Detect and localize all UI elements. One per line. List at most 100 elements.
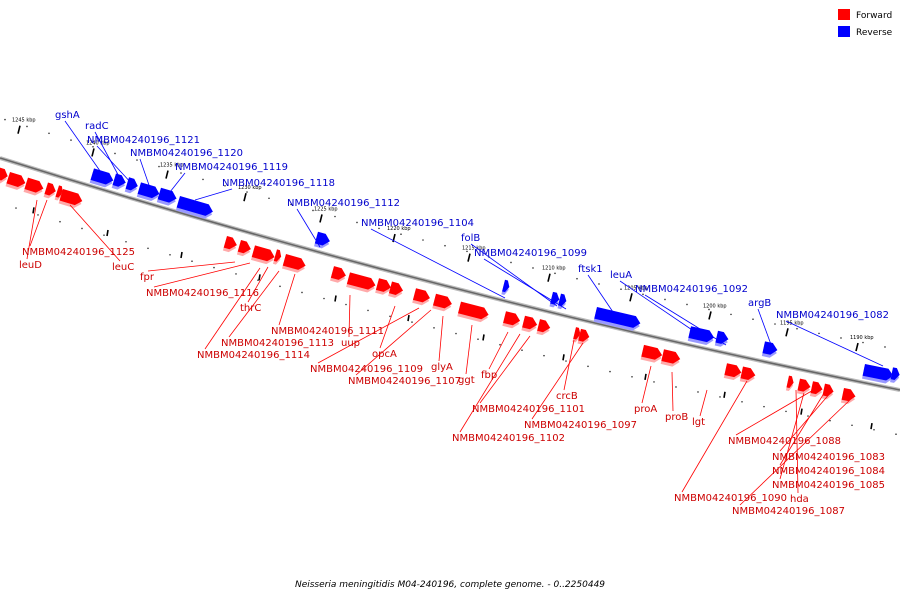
forward-gene <box>272 249 282 265</box>
legend-forward-label: Forward <box>856 11 892 21</box>
forward-gene <box>521 315 538 333</box>
forward-gene-label: NMBM04240196_1085 <box>772 480 885 491</box>
reverse-gene-label: NMBM04240196_1112 <box>287 198 400 209</box>
forward-gene-label: proB <box>665 412 688 423</box>
tick-label: 1230 kbp <box>238 185 262 191</box>
forward-gene <box>796 378 811 395</box>
genome-caption: Neisseria meningitidis M04-240196, compl… <box>295 580 605 590</box>
forward-gene <box>58 188 83 209</box>
forward-gene <box>809 381 823 398</box>
reverse-gene-label: radC <box>85 121 109 132</box>
forward-gene <box>43 182 56 199</box>
tick-mark <box>17 125 21 134</box>
reverse-gene-label: NMBM04240196_1118 <box>222 178 335 189</box>
forward-gene-label: fbp <box>481 370 497 381</box>
reverse-gene-label: NMBM04240196_1092 <box>635 284 748 295</box>
forward-gene-label: NMBM04240196_1109 <box>310 364 423 375</box>
genes <box>0 167 900 405</box>
tick-label: 1245 kbp <box>12 118 36 124</box>
reverse-gene-label: NMBM04240196_1120 <box>130 148 243 159</box>
tick-label: 1205 kbp <box>624 285 648 291</box>
forward-gene-label: NMBM04240196_1107 <box>348 376 461 387</box>
tick-mark <box>165 170 169 179</box>
forward-gene <box>536 319 551 336</box>
tick-mark <box>334 295 337 302</box>
forward-gene <box>23 177 44 196</box>
forward-gene <box>432 293 452 312</box>
forward-gene-label: NMBM04240196_1114 <box>197 350 310 361</box>
forward-gene <box>785 375 794 391</box>
tick-mark <box>562 354 565 361</box>
forward-gene <box>54 185 63 201</box>
forward-gene <box>640 344 663 363</box>
tick-label: 1215 kbp <box>462 246 486 252</box>
reverse-gene <box>862 363 894 384</box>
forward-gene-label: NMBM04240196_1087 <box>732 506 845 517</box>
reverse-gene <box>501 279 510 296</box>
tick-mark <box>407 314 410 322</box>
forward-gene <box>0 167 8 184</box>
forward-gene <box>388 281 404 298</box>
tick-mark <box>467 253 471 262</box>
reverse-gene-label: ftsk1 <box>578 264 603 275</box>
forward-gene-label: NMBM04240196_1111 <box>271 326 384 337</box>
forward-gene-label: NMBM04240196_1088 <box>728 436 841 447</box>
tick-mark <box>319 214 323 223</box>
tick-mark <box>723 391 726 398</box>
reverse-gene-label: NMBM04240196_1121 <box>87 135 200 146</box>
label-leaders <box>26 120 884 506</box>
forward-gene-label: uup <box>341 338 360 349</box>
forward-gene-label: NMBM04240196_1097 <box>524 420 637 431</box>
forward-gene <box>5 171 26 190</box>
reverse-gene <box>124 177 138 194</box>
tick-mark <box>785 328 789 337</box>
reverse-gene-label: folB <box>461 233 480 244</box>
reverse-gene-label: NMBM04240196_1104 <box>361 218 474 229</box>
forward-gene <box>502 311 521 329</box>
forward-gene <box>250 245 275 265</box>
reverse-gene <box>593 306 641 331</box>
tick-mark <box>855 342 859 352</box>
forward-gene-label: NMBM04240196_1101 <box>472 404 585 415</box>
tick-label: 1220 kbp <box>387 226 411 232</box>
tick-label: 1190 kbp <box>850 335 874 341</box>
tick-label: 1225 kbp <box>314 206 338 212</box>
tick-label: 1235 kbp <box>160 163 184 169</box>
forward-gene <box>330 266 346 283</box>
tick-label: 1210 kbp <box>542 266 566 272</box>
tick-mark <box>258 274 261 281</box>
forward-gene-label: ggt <box>458 375 475 386</box>
reverse-gene-label: NMBM04240196_1119 <box>175 162 288 173</box>
legend: Forward Reverse <box>838 9 893 38</box>
forward-gene-label: proA <box>634 404 657 415</box>
reverse-gene <box>175 195 213 219</box>
forward-gene-label: lgt <box>692 417 705 428</box>
forward-gene-label: glyA <box>431 362 453 373</box>
forward-gene-label: opcA <box>372 349 397 360</box>
reverse-gene <box>314 231 330 249</box>
forward-gene-label: hda <box>790 494 809 505</box>
reverse-gene <box>890 367 900 383</box>
forward-gene-label: NMBM04240196_1084 <box>772 466 885 477</box>
forward-gene-label: NMBM04240196_1090 <box>674 493 787 504</box>
forward-gene <box>739 366 756 383</box>
tick-mark <box>106 229 109 237</box>
reverse-gene <box>557 293 567 310</box>
forward-gene <box>660 349 681 367</box>
tick-mark <box>629 293 633 302</box>
reverse-gene-label: NMBM04240196_1099 <box>474 248 587 259</box>
forward-gene-label: NMBM04240196_1125 <box>22 247 135 258</box>
forward-gene <box>236 240 251 257</box>
forward-gene-label: NMBM04240196_1083 <box>772 452 885 463</box>
reverse-gene <box>111 173 126 190</box>
tick-label: 1240 kbp <box>86 140 110 146</box>
legend-reverse-label: Reverse <box>856 28 893 38</box>
tick-mark <box>708 311 712 320</box>
forward-gene-label: leuC <box>112 262 134 273</box>
forward-gene <box>222 236 237 253</box>
reverse-gene-label: leuA <box>610 270 632 281</box>
tick-mark <box>870 423 873 430</box>
tick-mark <box>91 148 95 157</box>
forward-gene <box>281 254 306 273</box>
forward-gene-label: NMBM04240196_1116 <box>146 288 259 299</box>
